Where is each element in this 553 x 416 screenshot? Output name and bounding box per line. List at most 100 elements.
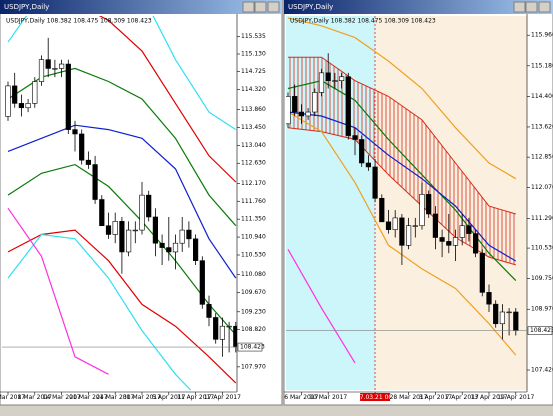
- candle-body: [472, 233, 479, 254]
- candle-body: [506, 311, 512, 314]
- y-tick-label: 115.535: [241, 33, 266, 40]
- y-tick-label: 108.820: [241, 326, 266, 333]
- x-tick-label: 8 Mar 2017: [18, 394, 52, 401]
- y-tick-label: 110.080: [241, 271, 266, 278]
- window-title: USDJPY,Daily: [4, 3, 49, 11]
- candle-body: [219, 325, 226, 340]
- candle-body: [419, 194, 425, 227]
- candle-body: [38, 59, 45, 82]
- y-tick-label: 112.070: [531, 184, 553, 191]
- indicator-line: [7, 233, 192, 390]
- candle-body: [359, 139, 365, 164]
- y-tick-label: 107.420: [531, 367, 553, 374]
- candle-body: [105, 225, 112, 235]
- y-tick-label: 113.450: [241, 124, 266, 131]
- candle-body: [332, 80, 338, 82]
- candle-body: [286, 96, 291, 125]
- candle-body: [213, 317, 219, 340]
- cloud-upper: [288, 56, 516, 215]
- y-tick-label: 115.130: [241, 51, 266, 58]
- candle-body: [12, 85, 18, 104]
- candle-body: [99, 199, 105, 227]
- candle-body: [479, 252, 485, 293]
- candle-body: [338, 76, 345, 81]
- x-label-highlight: [360, 393, 391, 401]
- title-bar: [284, 0, 553, 14]
- indicator-line: [287, 17, 517, 180]
- y-tick-label: 108.970: [531, 306, 553, 313]
- candle-body: [493, 303, 499, 325]
- x-tick-label: 30 Mar 2017: [123, 394, 161, 401]
- x-tick-label: 19 Apr 2017: [497, 394, 534, 401]
- candle-body: [126, 229, 132, 253]
- candle-body: [513, 311, 519, 331]
- y-tick-label: 115.180: [531, 62, 553, 69]
- candle-body: [372, 166, 378, 199]
- title-bar: [0, 0, 282, 14]
- y-tick-label: 111.760: [241, 198, 266, 205]
- minimize-button[interactable]: [242, 1, 255, 13]
- candle-body: [486, 292, 492, 305]
- candle-body: [112, 221, 118, 235]
- candle-body: [446, 241, 452, 246]
- y-tick-label: 113.620: [531, 123, 553, 130]
- indicator-line: [7, 207, 109, 375]
- y-tick-label: 113.040: [241, 142, 266, 149]
- x-tick-label: 14 Mar 2017: [43, 394, 81, 401]
- close-button[interactable]: [267, 1, 280, 13]
- candle-body: [365, 162, 372, 168]
- indicator-line: [287, 111, 517, 262]
- candle-body: [186, 229, 192, 240]
- last-price-label: 108.423: [530, 327, 553, 334]
- candle-body: [412, 225, 418, 227]
- indicator-line: [7, 229, 237, 384]
- indicator-line: [7, 67, 237, 227]
- candle-body: [119, 221, 125, 253]
- candle-body: [305, 111, 311, 117]
- indicator-line: [287, 249, 356, 364]
- maximize-button[interactable]: [525, 1, 538, 13]
- x-tick-label: 20 Mar 2017: [69, 394, 107, 401]
- y-tick-label: 112.170: [241, 180, 266, 187]
- minimize-button[interactable]: [513, 1, 526, 13]
- x-tick-label: 2017.03.21 00:00: [348, 394, 402, 401]
- indicator-line: [7, 124, 237, 279]
- x-tick-label: 6 Mar 2017: [284, 394, 318, 401]
- candle-body: [52, 68, 58, 70]
- x-tick-label: 11 Apr 2017: [177, 394, 214, 401]
- candle-body: [5, 85, 11, 117]
- candle-body: [312, 92, 318, 113]
- indicator-line: [7, 16, 237, 131]
- candle-body: [92, 164, 98, 200]
- indicator-line: [287, 80, 517, 282]
- y-tick-label: 107.970: [241, 363, 266, 370]
- candle-body: [226, 325, 232, 328]
- candle-body: [72, 129, 78, 135]
- candle-body: [58, 63, 65, 69]
- candle-body: [172, 242, 179, 253]
- x-tick-label: 10 Mar 2017: [309, 394, 347, 401]
- x-tick-label: 2 Mar 2017: [0, 394, 25, 401]
- candle-body: [466, 225, 472, 234]
- last-price-box: [237, 342, 263, 352]
- y-tick-label: 114.725: [241, 68, 266, 75]
- y-tick-label: 111.290: [531, 215, 553, 222]
- candle-body: [139, 194, 145, 231]
- candle-body: [146, 194, 152, 218]
- x-tick-label: 7 Apr 2017: [446, 394, 479, 401]
- x-tick-label: 28 Mar 2017: [390, 394, 428, 401]
- candle-body: [439, 237, 445, 242]
- close-button[interactable]: [538, 1, 551, 13]
- maximize-button[interactable]: [254, 1, 267, 13]
- y-tick-label: 110.530: [241, 251, 266, 258]
- x-tick-label: 3 Apr 2017: [419, 394, 452, 401]
- window-buttons[interactable]: [242, 1, 551, 13]
- candle-body: [318, 72, 325, 93]
- candle-body: [85, 159, 91, 165]
- plot: [5, 16, 237, 390]
- candle-body: [179, 229, 185, 244]
- candle-body: [152, 216, 159, 244]
- cloud-fill: [288, 57, 516, 265]
- y-tick-label: 110.940: [241, 234, 266, 241]
- candle-body: [206, 304, 212, 318]
